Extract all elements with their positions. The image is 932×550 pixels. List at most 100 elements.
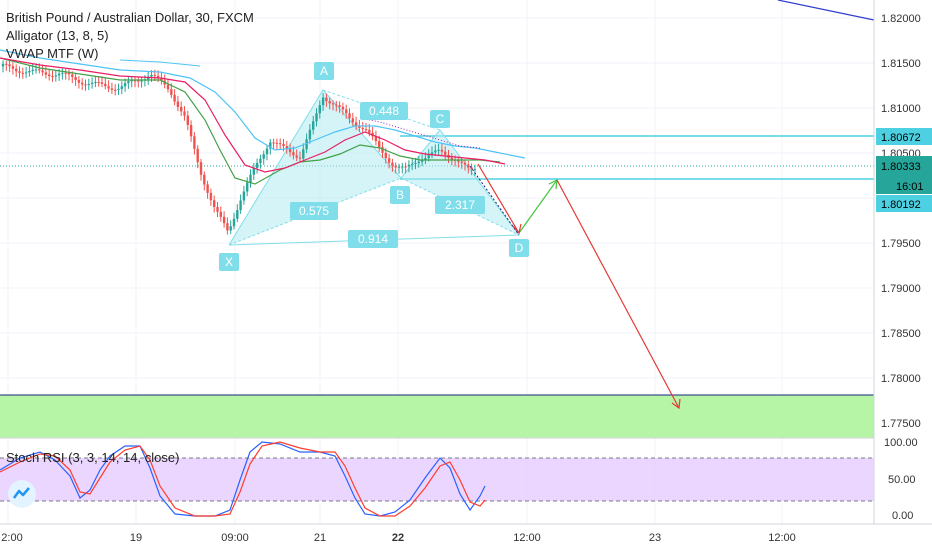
candle-body xyxy=(265,148,269,155)
candle-body xyxy=(94,81,97,83)
ratio-xd-label: 0.914 xyxy=(358,232,388,246)
pattern-xab-triangle xyxy=(229,90,401,245)
candle-body xyxy=(209,192,213,201)
candle-body xyxy=(18,71,21,73)
point-b-label-box[interactable] xyxy=(390,186,410,204)
ratio-xd-box[interactable] xyxy=(348,230,398,248)
candle-body xyxy=(457,160,460,162)
trend-line[interactable] xyxy=(777,0,875,21)
current-price-badge-text: 1.80333 xyxy=(881,161,921,173)
oscillator-band xyxy=(0,458,874,501)
time-tick: 09:00 xyxy=(221,532,249,544)
candle-body xyxy=(44,72,48,75)
candle-body xyxy=(196,148,199,163)
ratio-ab-box[interactable] xyxy=(360,102,408,120)
ratio-bd-box[interactable] xyxy=(435,196,485,214)
candle-body xyxy=(374,136,378,142)
candle-body xyxy=(246,182,249,192)
candle-body xyxy=(378,141,381,148)
candle-body xyxy=(166,84,170,90)
candle-body xyxy=(305,139,308,150)
price-tick: 1.78500 xyxy=(881,328,921,340)
candle-body xyxy=(430,152,434,156)
time-tick: 21 xyxy=(314,532,326,544)
projection-down-arrowhead-1 xyxy=(512,223,522,235)
ratio-xb-box[interactable] xyxy=(290,202,338,220)
candle-body xyxy=(308,129,312,140)
price-tick: 1.78000 xyxy=(881,373,921,385)
candle-body xyxy=(437,149,440,151)
candle-body xyxy=(104,83,107,87)
candle-body xyxy=(467,164,470,168)
point-c-label-box[interactable] xyxy=(430,110,450,128)
candle-body xyxy=(351,118,354,123)
projection-down-leg-1 xyxy=(477,163,520,234)
osc-tick: 100.00 xyxy=(884,437,918,449)
osc-tick: 0.00 xyxy=(892,510,913,522)
candle-body xyxy=(239,200,242,211)
stoch-d-line xyxy=(0,441,486,517)
candle-body xyxy=(232,218,236,227)
candle-body xyxy=(110,88,114,90)
osc-tick: 50.00 xyxy=(888,474,916,486)
candle-body xyxy=(414,163,417,165)
candle-body xyxy=(137,80,140,82)
candle-body xyxy=(199,162,203,175)
candle-body xyxy=(315,113,318,122)
candle-body xyxy=(183,111,186,116)
price-tick: 1.82000 xyxy=(881,13,921,25)
candle-body xyxy=(335,104,338,106)
candle-body xyxy=(74,76,77,81)
candle-body xyxy=(298,157,302,159)
candle-body xyxy=(38,69,41,71)
price-tick: 1.81000 xyxy=(881,103,921,115)
candle-body xyxy=(394,165,397,168)
candle-body xyxy=(463,162,467,165)
candle-body xyxy=(123,83,127,87)
upper-level-badge-text: 1.80672 xyxy=(881,132,921,144)
stoch-rsi-legend[interactable]: Stoch RSI (3, 3, 14, 14, close) xyxy=(6,450,180,465)
candle-body xyxy=(120,86,123,89)
alligator-legend[interactable]: Alligator (13, 8, 5) xyxy=(6,28,109,43)
lower-level-badge-text: 1.80192 xyxy=(881,199,921,211)
projection-arrows[interactable] xyxy=(477,163,681,410)
candle-body xyxy=(434,150,437,153)
candle-body xyxy=(170,89,173,95)
vwap-legend[interactable]: VWAP MTF (W) xyxy=(6,46,99,61)
tradingview-logo-icon[interactable] xyxy=(8,480,36,508)
candle-body xyxy=(262,154,265,159)
candle-body xyxy=(292,152,295,156)
support-zone[interactable] xyxy=(0,395,874,438)
alligator-teeth-line xyxy=(0,57,506,173)
candle-body xyxy=(252,167,255,175)
candle-body xyxy=(295,155,298,158)
point-x-label-box[interactable] xyxy=(219,253,239,271)
price-axis[interactable] xyxy=(874,0,932,524)
candle-body xyxy=(81,82,84,85)
candle-body xyxy=(133,80,137,82)
lower-level-badge xyxy=(876,195,932,212)
candle-body xyxy=(31,69,34,72)
price-tick: 1.79500 xyxy=(881,238,921,250)
candle-body xyxy=(84,84,87,86)
stoch-k-line xyxy=(0,441,486,517)
candle-body xyxy=(282,144,285,147)
point-b-label: B xyxy=(396,188,404,202)
candle-body xyxy=(361,128,364,130)
oscillator-axis-labels: 100.00 50.00 0.00 xyxy=(884,437,918,522)
point-a-label-box[interactable] xyxy=(314,62,334,80)
candle-body xyxy=(279,143,282,145)
candle-body xyxy=(460,161,463,163)
ratio-ab-label: 0.448 xyxy=(369,104,399,118)
candle-body xyxy=(15,68,18,72)
symbol-title[interactable]: British Pound / Australian Dollar, 30, F… xyxy=(6,10,254,25)
time-axis[interactable] xyxy=(0,524,932,550)
alligator-jaw-line xyxy=(0,49,526,159)
candle-body xyxy=(229,226,232,231)
candle-body xyxy=(364,129,368,131)
candle-body xyxy=(338,105,341,107)
candle-body xyxy=(160,77,163,81)
price-tick: 1.81500 xyxy=(881,58,921,70)
point-d-label-box[interactable] xyxy=(509,239,529,257)
